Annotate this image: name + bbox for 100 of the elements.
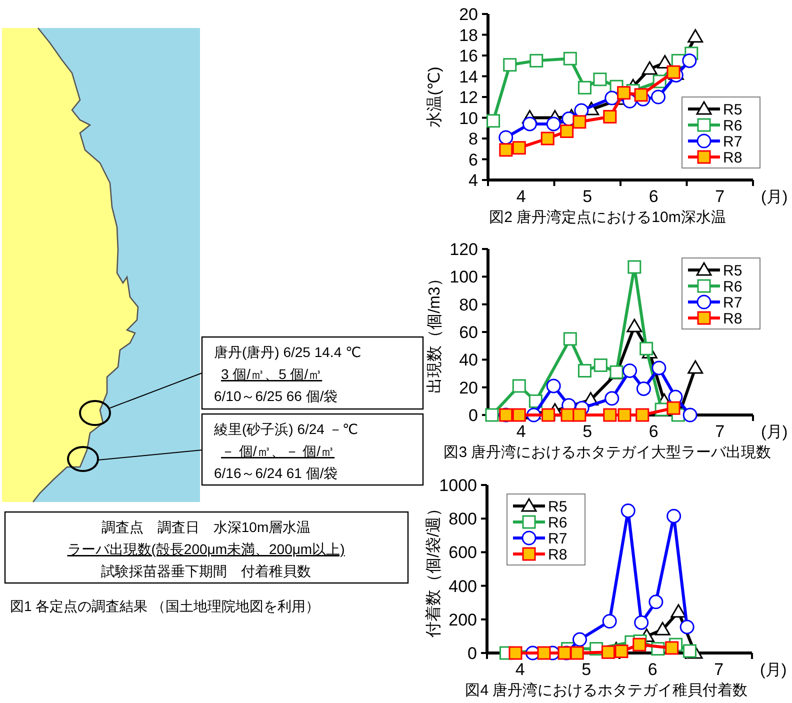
y-tick-label: 200: [448, 610, 477, 630]
text: 図3 唐丹湾におけるホタテガイ大型ラーバ出現数: [444, 444, 772, 461]
point: [614, 644, 628, 658]
legend-label: R8: [548, 546, 568, 564]
x-tick-label: 6: [648, 422, 658, 441]
legend-label: R7: [723, 294, 742, 312]
point: [546, 378, 561, 394]
point: [603, 408, 617, 422]
x-tick-label: 6: [648, 660, 658, 679]
y-tick-label: 18: [459, 26, 478, 45]
y-tick-label: 14: [459, 67, 478, 86]
y-tick-label: 400: [448, 576, 477, 596]
point: [640, 342, 654, 356]
point: [572, 115, 586, 129]
y-tick-label: 1000: [439, 476, 477, 495]
point: [512, 141, 526, 155]
point: [620, 503, 636, 518]
point: [537, 646, 551, 660]
point: [617, 86, 631, 100]
point: [578, 364, 592, 378]
point: [578, 80, 592, 94]
y-tick-label: 8: [468, 130, 478, 148]
point: [485, 408, 499, 422]
point: [648, 594, 664, 610]
legend-label: R6: [723, 118, 742, 134]
point: [601, 645, 615, 659]
point: [666, 65, 680, 79]
point: [682, 408, 698, 422]
point: [604, 90, 620, 106]
point: [512, 379, 526, 393]
point: [680, 620, 694, 634]
x-axis-title: (月): [761, 189, 788, 206]
point: [546, 116, 561, 132]
point: [602, 614, 617, 628]
point: [634, 615, 649, 630]
point: [570, 646, 584, 660]
x-tick-label: 5: [582, 660, 592, 679]
point: [652, 360, 666, 376]
point: [654, 622, 670, 636]
y-axis-title: 付着数（個/袋/週）: [424, 500, 442, 638]
y-tick-label: 800: [448, 510, 477, 529]
point: [651, 90, 666, 104]
legend-label: R6: [548, 514, 568, 532]
legend-label: R5: [723, 262, 742, 280]
text: 図1 各定点の調査結果 （国土地理院地図を利用）: [10, 598, 320, 614]
point: [603, 110, 617, 124]
point: [499, 143, 513, 157]
text: 図4 唐丹湾におけるホタテガイ稚貝付着数: [465, 682, 748, 699]
x-tick-label: 5: [582, 422, 592, 441]
y-tick-label: 6: [468, 150, 478, 170]
x-tick-label: 4: [516, 187, 526, 206]
y-tick-label: 80: [459, 295, 478, 314]
y-tick-label: 0: [468, 644, 477, 663]
y-tick-label: 40: [459, 350, 478, 370]
point: [636, 381, 651, 396]
point: [682, 53, 697, 68]
point: [522, 116, 537, 132]
x-tick-label: 6: [648, 187, 658, 206]
legend-label: R5: [548, 498, 568, 516]
point: [498, 130, 514, 145]
x-tick-label: 4: [516, 422, 526, 441]
legend-label: R5: [723, 102, 742, 118]
y-tick-label: 20: [459, 5, 478, 24]
point: [682, 644, 696, 658]
point: [688, 29, 704, 43]
x-tick-label: 4: [515, 660, 525, 679]
point: [670, 604, 686, 618]
y-tick-label: 20: [459, 378, 478, 398]
y-tick-label: 100: [450, 268, 478, 287]
point: [636, 408, 650, 422]
point: [563, 332, 577, 346]
point: [688, 360, 704, 374]
text: 図2 唐丹湾定点における10m深水温: [489, 209, 726, 226]
point: [572, 408, 586, 422]
point: [622, 363, 638, 378]
x-tick-label: 7: [715, 187, 725, 206]
point: [572, 632, 587, 647]
y-tick-label: 4: [468, 171, 478, 190]
point: [634, 88, 648, 102]
point: [540, 132, 554, 146]
point: [542, 408, 556, 422]
point: [512, 408, 526, 422]
y-axis-title: 水温(℃): [426, 66, 444, 128]
y-tick-label: 120: [450, 240, 478, 259]
x-axis-title: (月): [761, 424, 788, 441]
point: [486, 114, 500, 128]
legend-label: R6: [723, 278, 742, 296]
point: [618, 408, 632, 422]
x-tick-label: 7: [714, 660, 724, 679]
point: [642, 61, 658, 75]
point: [666, 401, 680, 415]
point: [563, 52, 577, 66]
y-tick-label: 0: [468, 406, 478, 425]
point: [666, 508, 682, 524]
legend-label: R8: [723, 310, 742, 328]
point: [593, 72, 607, 86]
point: [508, 646, 522, 660]
legend-label: R7: [723, 134, 742, 150]
point: [560, 124, 574, 138]
y-tick-label: 12: [459, 88, 478, 107]
